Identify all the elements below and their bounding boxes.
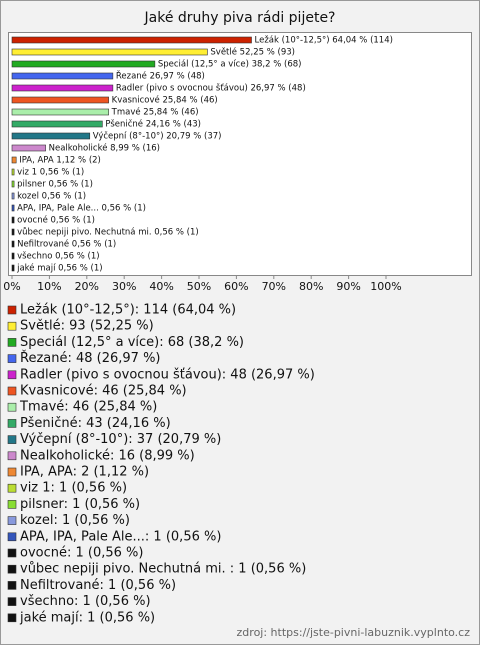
bar bbox=[11, 72, 114, 80]
legend-label: pilsner: 1 (0,56 %) bbox=[20, 497, 140, 512]
legend-swatch bbox=[7, 500, 17, 509]
bar bbox=[11, 156, 17, 164]
bar bbox=[11, 36, 252, 44]
bar bbox=[11, 96, 109, 104]
bar bbox=[11, 84, 114, 92]
bar-label: viz 1 0,56 % (1) bbox=[17, 168, 84, 178]
chart-title: Jaké druhy piva rádi pijete? bbox=[144, 10, 336, 26]
x-tick-label: 30% bbox=[112, 280, 136, 293]
x-tick-label: 60% bbox=[224, 280, 248, 293]
legend-label: Výčepní (8°-10°): 37 (20,79 %) bbox=[20, 432, 221, 447]
legend-label: Nefiltrované: 1 (0,56 %) bbox=[20, 578, 176, 593]
x-tick-label: 100% bbox=[370, 280, 401, 293]
legend-label: Ležák (10°-12,5°): 114 (64,04 %) bbox=[20, 303, 236, 318]
bar bbox=[11, 132, 91, 140]
legend-swatch bbox=[7, 483, 17, 493]
bar-label: Radler (pivo s ovocnou šťávou) 26,97 % (… bbox=[116, 83, 306, 94]
bar-label: Speciál (12,5° a více) 38,2 % (68) bbox=[158, 60, 302, 70]
legend-label: Řezané: 48 (26,97 %) bbox=[20, 350, 161, 366]
bar bbox=[11, 192, 15, 200]
legend-swatch bbox=[7, 386, 17, 396]
legend-swatch bbox=[7, 532, 17, 542]
bar bbox=[11, 120, 103, 128]
legend-swatch bbox=[7, 370, 17, 380]
legend-swatch bbox=[7, 467, 17, 477]
legend-label: jaké mají: 1 (0,56 %) bbox=[19, 610, 155, 625]
bar bbox=[11, 48, 208, 56]
bar bbox=[11, 108, 109, 116]
legend-swatch bbox=[7, 564, 17, 574]
bar-label: Ležák (10°-12,5°) 64,04 % (114) bbox=[255, 36, 393, 46]
bar bbox=[11, 204, 15, 212]
x-tick-label: 20% bbox=[75, 280, 99, 293]
legend-swatch bbox=[7, 419, 17, 428]
legend-swatch bbox=[7, 402, 17, 412]
bar bbox=[11, 60, 156, 68]
bar-label: Tmavé 25,84 % (46) bbox=[111, 107, 199, 118]
bar-label: Kvasnicové 25,84 % (46) bbox=[112, 95, 218, 106]
legend-swatch bbox=[7, 354, 17, 363]
legend-label: Tmavé: 46 (25,84 %) bbox=[19, 400, 157, 415]
legend-swatch bbox=[7, 338, 17, 347]
bar bbox=[11, 228, 15, 236]
legend-label: všechno: 1 (0,56 %) bbox=[20, 594, 151, 609]
legend-label: Světlé: 93 (52,25 %) bbox=[20, 319, 154, 334]
legend-label: APA, IPA, Pale Ale...: 1 (0,56 %) bbox=[20, 529, 221, 544]
bar-label: všechno 0,56 % (1) bbox=[17, 251, 100, 262]
bar-label: Výčepní (8°-10°) 20,79 % (37) bbox=[93, 131, 222, 142]
bar bbox=[11, 252, 15, 260]
legend-label: ovocné: 1 (0,56 %) bbox=[20, 546, 143, 561]
bar-label: Nefiltrované 0,56 % (1) bbox=[17, 239, 116, 250]
legend-label: vůbec nepiji pivo. Nechutná mi. : 1 (0,5… bbox=[20, 562, 306, 577]
legend-label: kozel: 1 (0,56 %) bbox=[20, 513, 130, 528]
legend-swatch bbox=[7, 516, 17, 525]
legend-label: Speciál (12,5° a více): 68 (38,2 %) bbox=[20, 335, 244, 350]
bar-label: Světlé 52,25 % (93) bbox=[210, 47, 295, 58]
legend-label: Kvasnicové: 46 (25,84 %) bbox=[20, 384, 187, 399]
legend-swatch bbox=[7, 613, 17, 623]
bar-label: kozel 0,56 % (1) bbox=[17, 192, 86, 202]
legend-swatch bbox=[7, 548, 17, 558]
bar-label: APA, IPA, Pale Ale... 0,56 % (1) bbox=[17, 204, 146, 214]
source: zdroj: https://jste-pivni-labuznik.vypln… bbox=[237, 626, 471, 639]
legend-swatch bbox=[7, 435, 17, 444]
bar bbox=[11, 180, 15, 188]
legend-swatch bbox=[7, 321, 17, 331]
bar-label: vůbec nepiji pivo. Nechutná mi. 0,56 % (… bbox=[17, 227, 199, 238]
legend-swatch bbox=[7, 597, 17, 606]
legend-label: Radler (pivo s ovocnou šťávou): 48 (26,9… bbox=[20, 367, 315, 382]
bar bbox=[11, 240, 15, 248]
bar bbox=[11, 168, 15, 176]
bar-label: pilsner 0,56 % (1) bbox=[17, 180, 93, 190]
legend-label: IPA, APA: 2 (1,12 %) bbox=[20, 465, 149, 480]
x-tick-label: 90% bbox=[336, 280, 360, 293]
bar bbox=[11, 144, 46, 152]
x-tick-label: 80% bbox=[299, 280, 323, 293]
x-tick-label: 50% bbox=[187, 280, 211, 293]
x-tick-label: 70% bbox=[262, 280, 286, 293]
legend-label: Pšeničné: 43 (24,16 %) bbox=[20, 416, 171, 431]
bar-label: Pšeničné 24,16 % (43) bbox=[105, 119, 201, 130]
x-tick-label: 10% bbox=[37, 280, 61, 293]
x-tick-label: 0% bbox=[3, 280, 20, 293]
legend-label: Nealkoholické: 16 (8,99 %) bbox=[20, 448, 195, 463]
bar-label: ovocné 0,56 % (1) bbox=[17, 215, 95, 226]
bar bbox=[11, 264, 15, 272]
bar bbox=[11, 216, 15, 224]
legend-swatch bbox=[7, 581, 17, 590]
bar-label: IPA, APA 1,12 % (2) bbox=[19, 156, 101, 166]
legend-label: viz 1: 1 (0,56 %) bbox=[20, 481, 127, 496]
legend-swatch bbox=[7, 305, 17, 315]
legend-swatch bbox=[7, 451, 17, 461]
x-tick-label: 40% bbox=[149, 280, 173, 293]
bar-label: jaké mají 0,56 % (1) bbox=[16, 263, 102, 274]
bar-label: Řezané 26,97 % (48) bbox=[116, 71, 205, 82]
bar-label: Nealkoholické 8,99 % (16) bbox=[49, 143, 160, 154]
